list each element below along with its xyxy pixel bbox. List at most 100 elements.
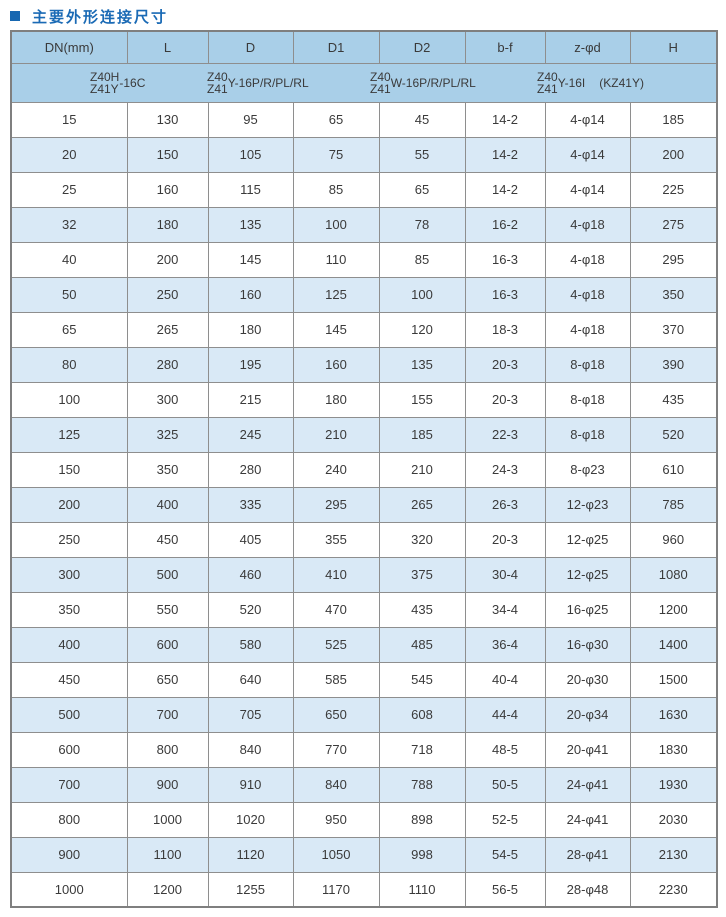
table-cell: 25 — [10, 171, 128, 208]
table-cell: 700 — [10, 766, 128, 803]
model-stack: Z40 Z41 — [370, 71, 391, 95]
table-cell: 910 — [207, 766, 294, 803]
table-cell: 36-4 — [464, 626, 546, 663]
model-designation-4: Z40 Z41 Y-16I (KZ41Y) — [537, 64, 644, 102]
table-cell: 14-2 — [464, 171, 546, 208]
table-cell: 585 — [292, 661, 380, 698]
table-row: 700 900 910 840 788 50-5 24-φ41 1930 — [10, 766, 718, 803]
table-cell: 180 — [126, 206, 209, 243]
col-header-l: L — [126, 30, 209, 64]
table-cell: 545 — [378, 661, 466, 698]
table-row: 600 800 840 770 718 48-5 20-φ41 1830 — [10, 731, 718, 768]
table-cell: 788 — [378, 766, 466, 803]
table-cell: 4-φ18 — [544, 241, 631, 278]
table-cell: 4-φ18 — [544, 206, 631, 243]
section-title: 主要外形连接尺寸 — [10, 6, 168, 26]
table-cell: 15 — [10, 101, 128, 138]
table-cell: 100 — [378, 276, 466, 313]
table-cell: 525 — [292, 626, 380, 663]
table-cell: 12-φ23 — [544, 486, 631, 523]
table-cell: 600 — [10, 731, 128, 768]
table-cell: 350 — [126, 451, 209, 488]
col-header-dn: DN(mm) — [10, 30, 128, 64]
table-cell: 1400 — [629, 626, 718, 663]
table-cell: 20-φ30 — [544, 661, 631, 698]
col-header-d2: D2 — [378, 30, 466, 64]
table-cell: 998 — [378, 836, 466, 873]
table-cell: 1630 — [629, 696, 718, 733]
table-cell: 40-4 — [464, 661, 546, 698]
table-cell: 100 — [292, 206, 380, 243]
table-cell: 400 — [126, 486, 209, 523]
table-cell: 56-5 — [464, 871, 546, 908]
table-cell: 145 — [207, 241, 294, 278]
model-suffix: Y-16P/R/PL/RL — [227, 75, 309, 90]
table-cell: 55 — [378, 136, 466, 173]
table-cell: 180 — [207, 311, 294, 348]
table-cell: 470 — [292, 591, 380, 628]
table-cell: 800 — [10, 801, 128, 838]
table-cell: 950 — [292, 801, 380, 838]
table-cell: 210 — [378, 451, 466, 488]
model-designation-1: Z40H Z41Y -16C — [90, 64, 145, 102]
table-cell: 390 — [629, 346, 718, 383]
table-cell: 785 — [629, 486, 718, 523]
table-cell: 265 — [378, 486, 466, 523]
table-cell: 435 — [378, 591, 466, 628]
table-cell: 8-φ18 — [544, 346, 631, 383]
col-header-zd: z-φd — [544, 30, 631, 64]
table-cell: 2030 — [629, 801, 718, 838]
table-row: 500 700 705 650 608 44-4 20-φ34 1630 — [10, 696, 718, 733]
table-cell: 520 — [207, 591, 294, 628]
table-cell: 640 — [207, 661, 294, 698]
table-cell: 85 — [378, 241, 466, 278]
table-cell: 900 — [126, 766, 209, 803]
table-cell: 125 — [292, 276, 380, 313]
table-cell: 20 — [10, 136, 128, 173]
table-cell: 1200 — [126, 871, 209, 908]
table-cell: 12-φ25 — [544, 521, 631, 558]
table-cell: 50-5 — [464, 766, 546, 803]
table-cell: 400 — [10, 626, 128, 663]
table-cell: 20-3 — [464, 521, 546, 558]
table-cell: 45 — [378, 101, 466, 138]
table-cell: 16-φ30 — [544, 626, 631, 663]
table-cell: 40 — [10, 241, 128, 278]
model-stack: Z40 Z41 — [207, 71, 228, 95]
table-cell: 4-φ18 — [544, 311, 631, 348]
table-cell: 200 — [629, 136, 718, 173]
table-cell: 1050 — [292, 836, 380, 873]
table-cell: 335 — [207, 486, 294, 523]
model-suffix-alt: (KZ41Y) — [599, 75, 644, 90]
table-cell: 410 — [292, 556, 380, 593]
table-cell: 85 — [292, 171, 380, 208]
table-cell: 4-φ14 — [544, 101, 631, 138]
table-cell: 435 — [629, 381, 718, 418]
table-cell: 295 — [292, 486, 380, 523]
table-cell: 960 — [629, 521, 718, 558]
table-cell: 4-φ14 — [544, 136, 631, 173]
table-cell: 275 — [629, 206, 718, 243]
table-cell: 4-φ14 — [544, 171, 631, 208]
table-cell: 16-3 — [464, 241, 546, 278]
table-cell: 245 — [207, 416, 294, 453]
table-row: 900 1100 1120 1050 998 54-5 28-φ41 2130 — [10, 836, 718, 873]
table-cell: 580 — [207, 626, 294, 663]
table-cell: 24-φ41 — [544, 766, 631, 803]
table-cell: 4-φ18 — [544, 276, 631, 313]
table-cell: 20-φ41 — [544, 731, 631, 768]
table-cell: 320 — [378, 521, 466, 558]
model-stack: Z40H Z41Y — [90, 71, 119, 95]
table-cell: 135 — [378, 346, 466, 383]
table-cell: 155 — [378, 381, 466, 418]
table-cell: 405 — [207, 521, 294, 558]
table-row: 50 250 160 125 100 16-3 4-φ18 350 — [10, 276, 718, 313]
table-cell: 1110 — [378, 871, 466, 908]
table-cell: 610 — [629, 451, 718, 488]
table-cell: 840 — [207, 731, 294, 768]
model-designations: Z40H Z41Y -16C Z40 Z41 Y-16P/R/PL/RL — [12, 64, 716, 102]
table-row: 300 500 460 410 375 30-4 12-φ25 1080 — [10, 556, 718, 593]
table-cell: 28-φ41 — [544, 836, 631, 873]
table-cell: 48-5 — [464, 731, 546, 768]
